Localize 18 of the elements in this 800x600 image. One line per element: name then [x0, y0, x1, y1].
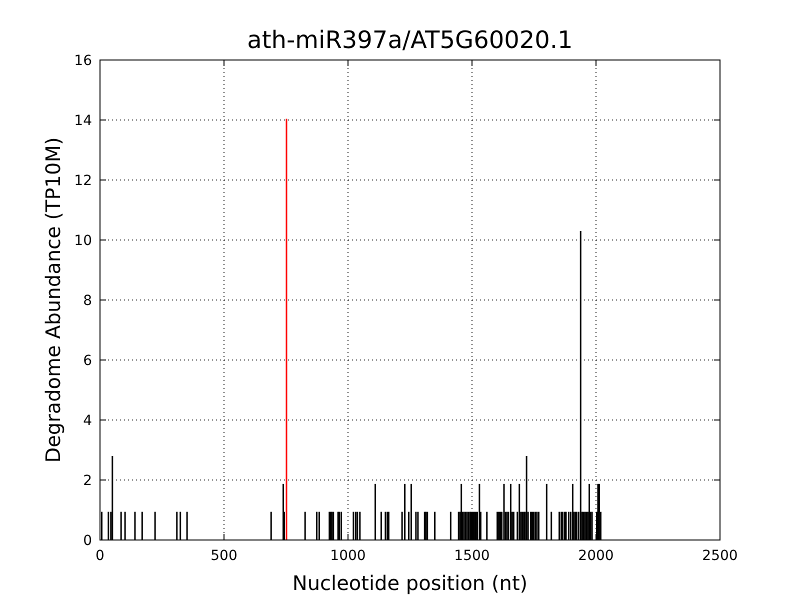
chart-title: ath-miR397a/AT5G60020.1 [247, 26, 573, 54]
y-tick-label: 16 [74, 53, 92, 69]
x-tick-label: 1000 [330, 548, 366, 564]
y-tick-label: 0 [83, 533, 92, 549]
x-tick-label: 1500 [454, 548, 490, 564]
y-axis-title: Degradome Abundance (TP10M) [41, 137, 65, 463]
x-tick-label: 2500 [702, 548, 738, 564]
y-tick-label: 6 [83, 353, 92, 369]
x-tick-label: 0 [96, 548, 104, 564]
y-tick-label: 8 [83, 293, 92, 309]
x-tick-label: 500 [210, 548, 238, 564]
y-tick-label: 14 [74, 113, 92, 129]
y-tick-label: 4 [83, 413, 92, 429]
x-axis-title: Nucleotide position (nt) [292, 571, 528, 595]
y-tick-label: 2 [83, 473, 92, 489]
y-tick-label: 10 [74, 233, 92, 249]
y-tick-label: 12 [74, 173, 92, 189]
x-tick-label: 2000 [578, 548, 614, 564]
